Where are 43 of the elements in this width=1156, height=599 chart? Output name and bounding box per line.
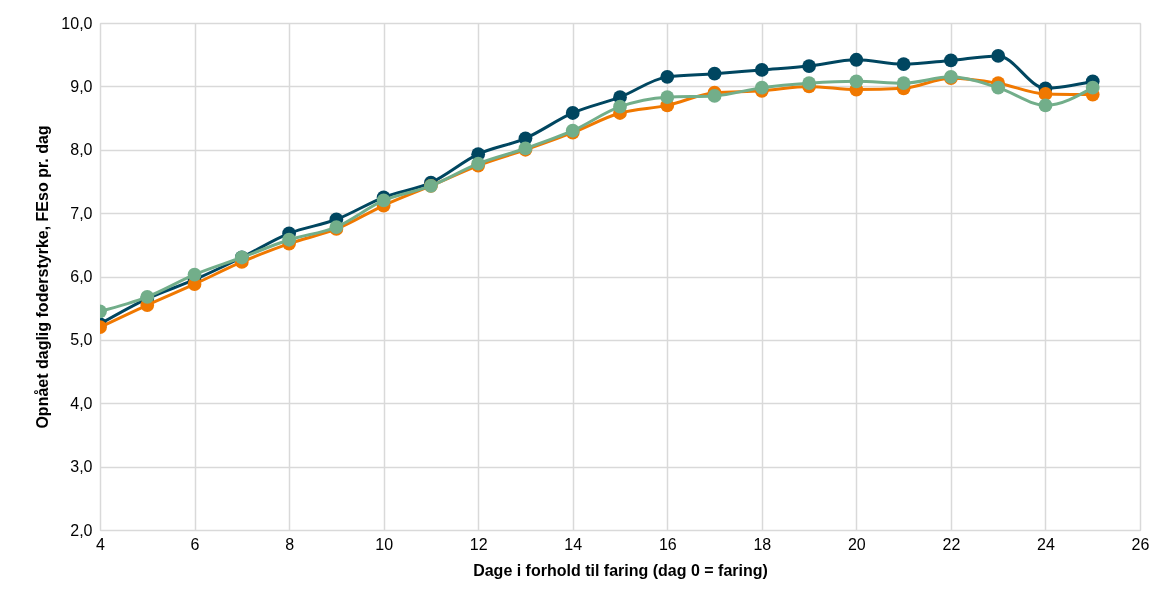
point bbox=[1085, 80, 1100, 95]
x-tick-label: 26 bbox=[1131, 535, 1150, 553]
x-tick-label: 24 bbox=[1037, 535, 1055, 553]
y-axis-title: Opnået daglig foderstyrke, FEso pr. dag bbox=[34, 125, 52, 429]
x-tick-label: 12 bbox=[469, 535, 488, 553]
y-tick-label: 8,0 bbox=[70, 141, 93, 159]
x-tick-label: 8 bbox=[285, 535, 295, 553]
y-tick-label: 3,0 bbox=[70, 458, 93, 476]
point bbox=[1038, 98, 1053, 113]
y-tick-label: 4,0 bbox=[70, 394, 93, 412]
x-tick-label: 22 bbox=[942, 535, 961, 553]
point bbox=[944, 53, 958, 68]
point bbox=[660, 90, 675, 105]
point bbox=[754, 63, 769, 77]
x-tick-label: 18 bbox=[753, 535, 772, 553]
point bbox=[991, 80, 1006, 95]
point bbox=[660, 69, 675, 84]
x-tick-label: 20 bbox=[847, 535, 866, 553]
point bbox=[282, 232, 296, 247]
x-tick-label: 14 bbox=[564, 535, 583, 553]
y-tick-label: 2,0 bbox=[70, 521, 93, 539]
point bbox=[849, 74, 864, 89]
point bbox=[565, 106, 580, 120]
x-tick-label: 4 bbox=[96, 535, 106, 553]
point bbox=[991, 49, 1006, 63]
point bbox=[896, 76, 911, 91]
point bbox=[613, 99, 627, 114]
y-tick-label: 6,0 bbox=[70, 268, 93, 285]
x-tick-label: 6 bbox=[190, 535, 200, 553]
point bbox=[1038, 87, 1053, 101]
y-tick-label: 5,0 bbox=[70, 331, 93, 349]
y-tick-label: 10,0 bbox=[61, 14, 93, 32]
point bbox=[707, 89, 722, 103]
point bbox=[849, 52, 864, 67]
point bbox=[707, 66, 722, 81]
point bbox=[896, 57, 911, 72]
point bbox=[187, 267, 202, 282]
x-tick-label: 16 bbox=[658, 535, 677, 553]
y-tick-label: 7,0 bbox=[70, 204, 93, 222]
x-axis-title: Dage i forhold til faring (dag 0 = faring) bbox=[473, 561, 768, 579]
x-tick-label: 10 bbox=[375, 535, 394, 553]
point bbox=[802, 59, 816, 73]
y-tick-label: 9,0 bbox=[70, 77, 93, 95]
